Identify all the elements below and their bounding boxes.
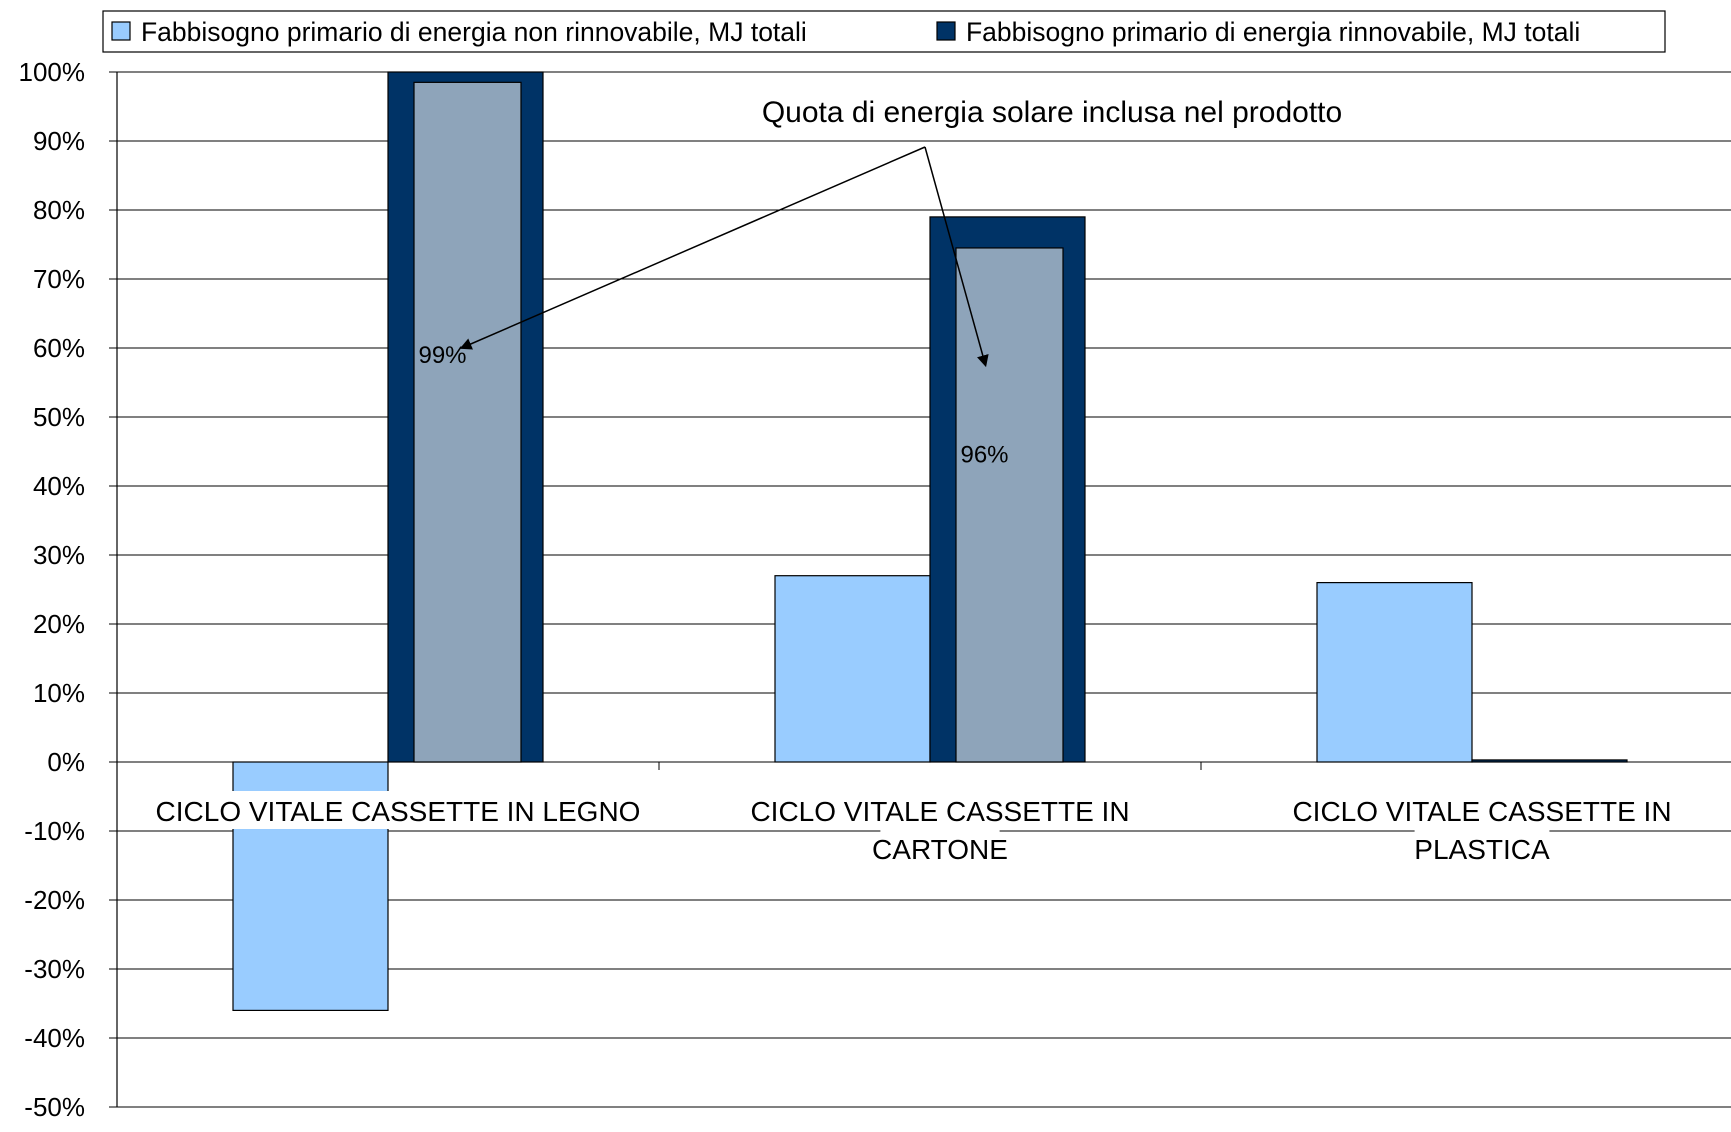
bar xyxy=(1472,760,1627,762)
legend: Fabbisogno primario di energia non rinno… xyxy=(103,11,1665,52)
y-tick-label: 70% xyxy=(33,264,85,294)
inner-bar xyxy=(414,82,521,762)
y-tick-label: -30% xyxy=(24,954,85,984)
bar xyxy=(775,576,930,762)
legend-label: Fabbisogno primario di energia rinnovabi… xyxy=(966,17,1580,47)
y-tick-label: 20% xyxy=(33,609,85,639)
legend-swatch xyxy=(937,22,955,40)
y-tick-label: -50% xyxy=(24,1092,85,1122)
inner-bar-label: 99% xyxy=(418,342,466,369)
category-label: CICLO VITALE CASSETTE IN LEGNO xyxy=(156,796,641,827)
y-tick-label: -20% xyxy=(24,885,85,915)
category-label: PLASTICA xyxy=(1414,834,1550,865)
legend-swatch xyxy=(112,22,130,40)
y-tick-label: 60% xyxy=(33,333,85,363)
annotation-text: Quota di energia solare inclusa nel prod… xyxy=(762,96,1342,129)
y-tick-label: 40% xyxy=(33,471,85,501)
inner-bar-label: 96% xyxy=(960,442,1008,469)
category-label: CICLO VITALE CASSETTE IN xyxy=(1292,796,1671,827)
bar-layer xyxy=(233,72,1627,1010)
y-tick-label: 30% xyxy=(33,540,85,570)
bar xyxy=(1317,583,1472,762)
annotation-layer: Quota di energia solare inclusa nel prod… xyxy=(462,96,1343,365)
y-tick-label: 90% xyxy=(33,126,85,156)
inner-bar xyxy=(956,248,1063,762)
category-label: CICLO VITALE CASSETTE IN xyxy=(750,796,1129,827)
y-tick-label: 50% xyxy=(33,402,85,432)
y-tick-label: -40% xyxy=(24,1023,85,1053)
legend-label: Fabbisogno primario di energia non rinno… xyxy=(141,17,807,47)
category-label: CARTONE xyxy=(872,834,1008,865)
y-tick-label: -10% xyxy=(24,816,85,846)
y-tick-label: 0% xyxy=(47,747,85,777)
y-tick-label: 100% xyxy=(19,57,86,87)
y-tick-label: 10% xyxy=(33,678,85,708)
y-tick-label: 80% xyxy=(33,195,85,225)
